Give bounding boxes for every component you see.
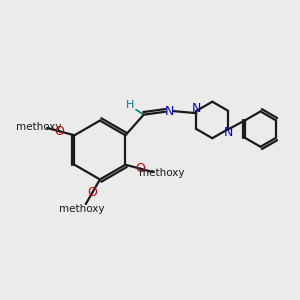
Text: N: N [192,102,201,115]
Text: O: O [55,125,64,138]
Text: methoxy: methoxy [58,204,104,214]
Text: N: N [224,125,233,139]
Text: N: N [165,105,174,118]
Text: H: H [125,100,134,110]
Text: methoxy: methoxy [16,122,61,132]
Text: O: O [87,186,97,199]
Text: methoxy: methoxy [139,168,184,178]
Text: O: O [135,162,145,175]
